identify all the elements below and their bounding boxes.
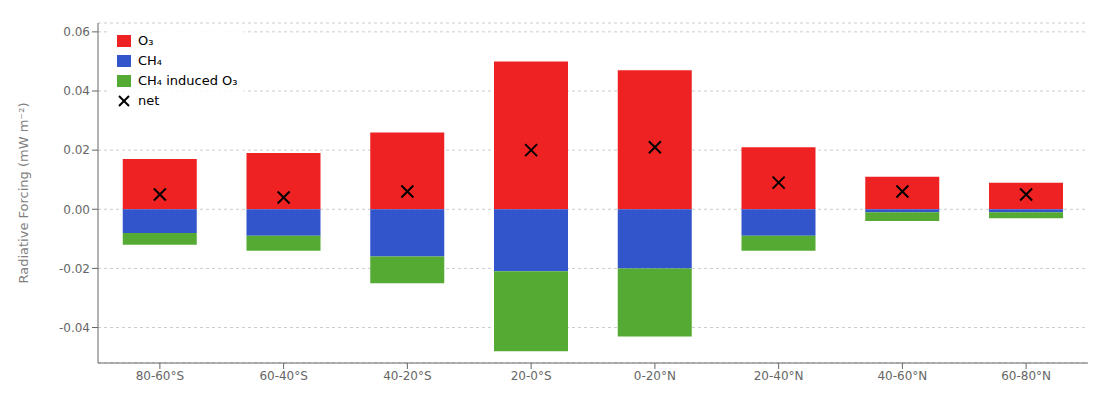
svg-text:0.06: 0.06: [63, 25, 90, 39]
svg-text:20-40°N: 20-40°N: [754, 369, 804, 383]
svg-text:Radiative Forcing (mW m⁻²): Radiative Forcing (mW m⁻²): [16, 102, 31, 283]
svg-text:0.02: 0.02: [63, 143, 90, 157]
svg-text:-0.04: -0.04: [59, 321, 90, 335]
svg-text:60-80°N: 60-80°N: [1001, 369, 1051, 383]
svg-text:40-60°N: 40-60°N: [877, 369, 927, 383]
svg-text:20-0°S: 20-0°S: [511, 369, 552, 383]
svg-text:80-60°S: 80-60°S: [136, 369, 185, 383]
html-text:CH₄: CH₄: [138, 53, 163, 68]
svg-text:0.04: 0.04: [63, 84, 90, 98]
svg-text:40-20°S: 40-20°S: [383, 369, 432, 383]
html-text:CH₄ induced O₃: CH₄ induced O₃: [138, 73, 238, 88]
svg-text:60-40°S: 60-40°S: [259, 369, 308, 383]
html-text:net: net: [138, 93, 160, 108]
svg-text:0.00: 0.00: [63, 203, 90, 217]
svg-text:-0.02: -0.02: [59, 262, 90, 276]
html-text:O₃: O₃: [138, 33, 154, 48]
svg-text:0-20°N: 0-20°N: [634, 369, 676, 383]
